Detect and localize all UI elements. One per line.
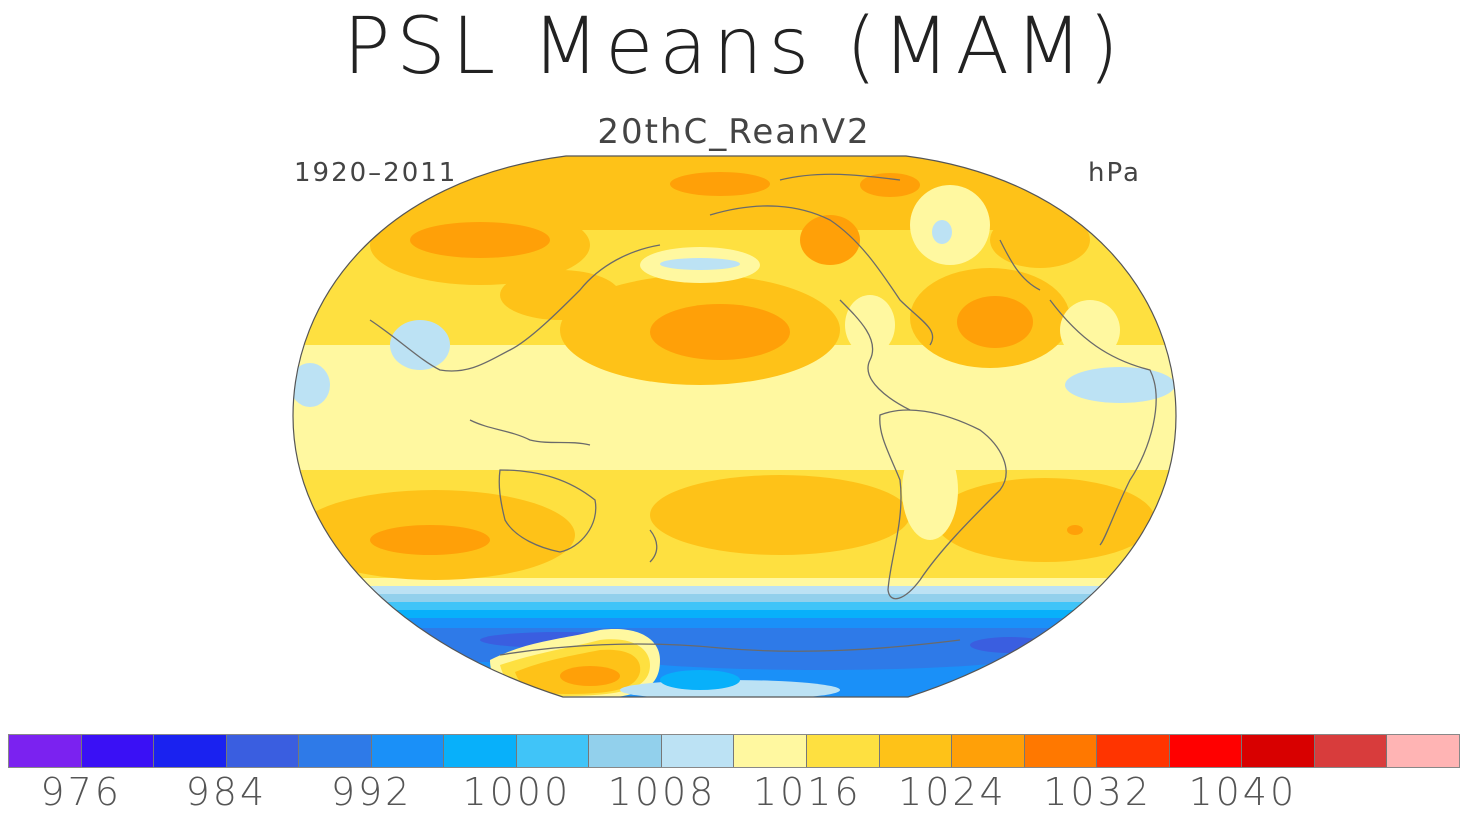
- colorbar-swatch: [1242, 735, 1315, 767]
- colorbar-tick-label: 1040: [1188, 770, 1298, 814]
- map-boundary: [292, 155, 1177, 698]
- colorbar: [8, 734, 1460, 768]
- colorbar-swatch: [879, 735, 953, 767]
- asia-outline: [369, 244, 661, 372]
- australia-outline: [498, 469, 597, 553]
- colorbar-tick-label: 1032: [1043, 770, 1152, 814]
- colorbar-swatch: [1097, 735, 1170, 767]
- south-pacific-high: [650, 475, 910, 555]
- africa-outline: [1049, 299, 1157, 546]
- colorbar-tick-label: 1000: [462, 770, 572, 814]
- colorbar-swatch: [9, 735, 82, 767]
- coastlines: [369, 173, 1157, 656]
- colorbar-swatch: [154, 735, 227, 767]
- colorbar-swatch: [734, 735, 808, 767]
- colorbar-tick-label: 984: [185, 770, 268, 814]
- indonesia-outline: [469, 419, 591, 446]
- colorbar-swatch: [299, 735, 372, 767]
- colorbar-swatch: [81, 735, 155, 767]
- period-label: 1920–2011: [294, 158, 458, 188]
- north-america-outline: [709, 205, 934, 346]
- colorbar-swatch: [444, 735, 517, 767]
- colorbar-swatch: [952, 735, 1025, 767]
- pressure-field: [293, 156, 1176, 697]
- colorbar-swatch: [589, 735, 662, 767]
- south-atlantic-high: [935, 478, 1155, 562]
- colorbar-tick-label: 1016: [752, 770, 862, 814]
- units-label: hPa: [1088, 158, 1141, 188]
- map-subtitle: 20thC_ReanV2: [597, 112, 871, 152]
- colorbar-tick-label: 1024: [898, 770, 1007, 814]
- colorbar-swatch: [1024, 735, 1098, 767]
- colorbar-tick-label: 992: [330, 770, 413, 814]
- south-america-outline: [879, 409, 1007, 600]
- antarctica-outline: [499, 639, 961, 656]
- asian-thermal-low: [390, 320, 450, 370]
- colorbar-tick-label: 1008: [607, 770, 717, 814]
- colorbar-swatch: [1314, 735, 1388, 767]
- colorbar-swatch: [807, 735, 880, 767]
- colorbar-swatch: [371, 735, 445, 767]
- colorbar-swatch: [226, 735, 300, 767]
- colorbar-swatch: [516, 735, 590, 767]
- colorbar-swatch: [1169, 735, 1243, 767]
- colorbar-tick-label: 976: [40, 770, 122, 814]
- african-thermal-low: [1065, 367, 1175, 403]
- colorbar-swatch: [661, 735, 735, 767]
- central-america-outline: [839, 299, 911, 411]
- colorbar-ticks: 976 984 992 1000 1008 1016 1024 1032 1040: [0, 770, 1468, 816]
- colorbar-swatch: [1387, 735, 1459, 767]
- map-title: PSL Means (MAM): [343, 2, 1125, 92]
